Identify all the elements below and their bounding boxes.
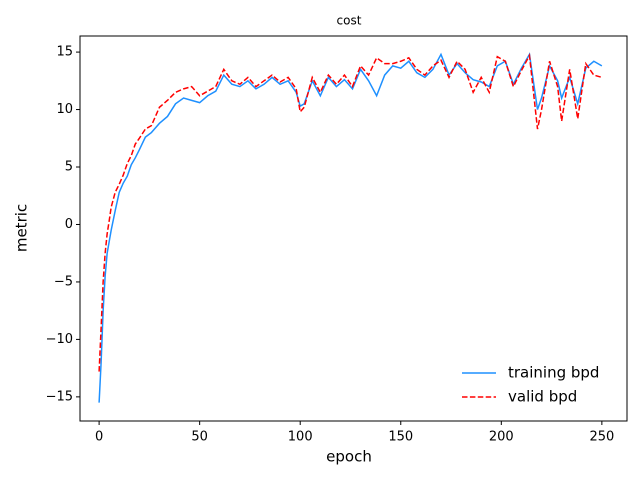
y-tick-label: 15 [56,45,73,60]
y-axis-label: metric [13,204,31,252]
x-tick-label: 150 [388,430,413,445]
y-tick-label: −10 [46,332,73,347]
chart-title: cost [337,14,362,28]
series-line [98,52,603,403]
legend-label: valid bpd [508,388,577,406]
y-tick-label: 0 [65,217,73,232]
legend-label: training bpd [508,364,599,382]
x-tick-label: 100 [288,430,313,445]
y-tick-label: 5 [65,160,73,175]
x-tick-label: 0 [95,430,103,445]
series-line [98,53,603,372]
x-tick-label: 250 [589,430,614,445]
axes-frame [79,35,628,422]
y-tick-label: −15 [46,389,73,404]
x-axis-label: epoch [326,448,372,466]
y-tick-label: −5 [54,274,73,289]
y-tick-label: 10 [56,102,73,117]
x-tick-label: 200 [489,430,514,445]
x-tick-label: 50 [191,430,208,445]
